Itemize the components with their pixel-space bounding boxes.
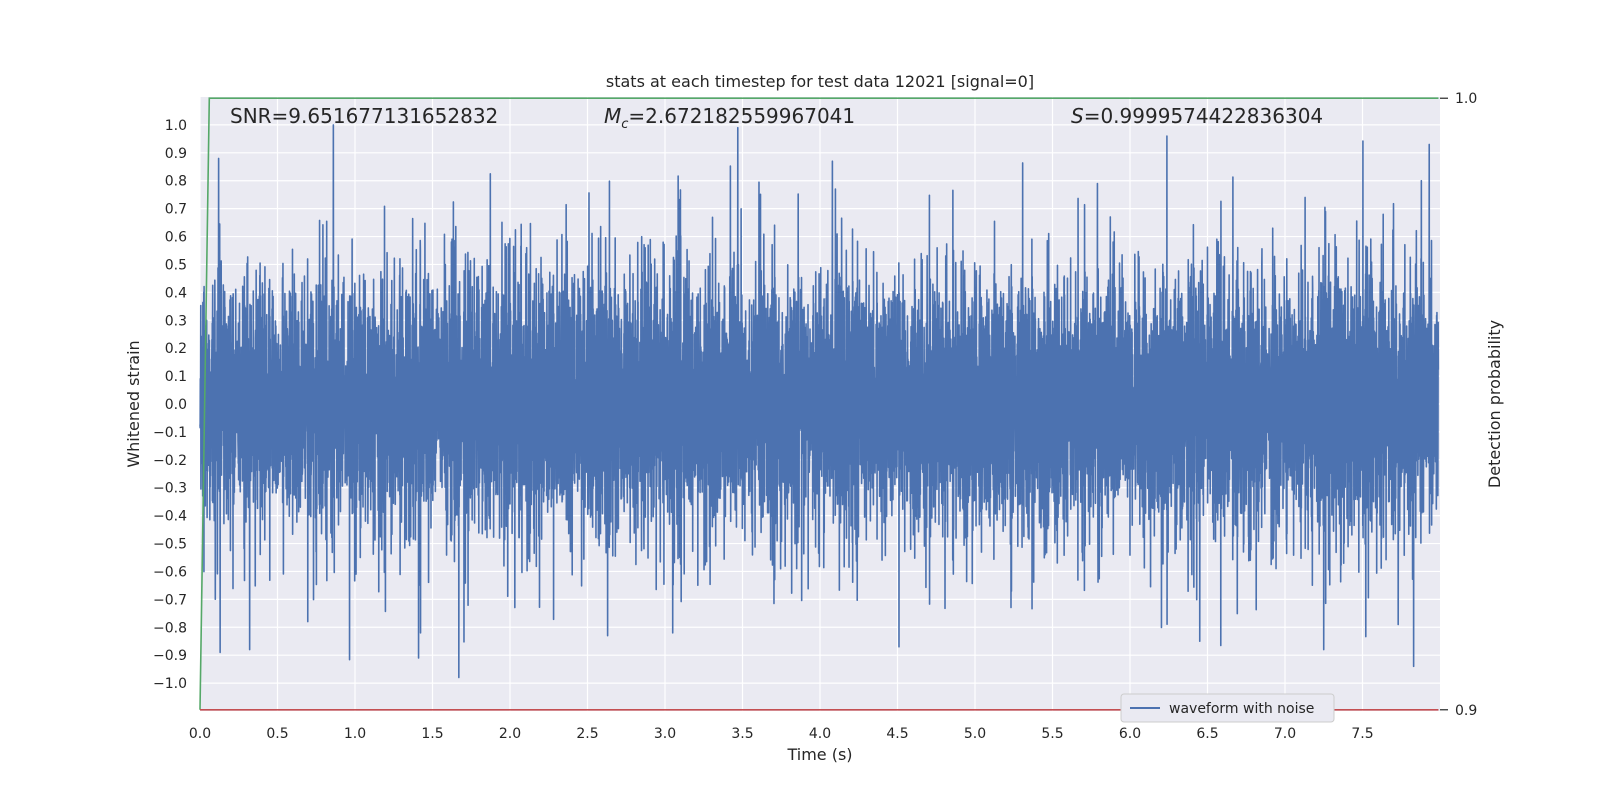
y-tick-label: 1.0 [165,118,187,134]
s-value: =0.9999574422836304 [1084,104,1323,128]
chirp-mass-subscript: c [621,117,628,132]
x-tick-label: 6.0 [1119,726,1141,742]
y-tick-label: −1.0 [153,676,187,692]
legend-box [1120,693,1335,723]
y-tick-label: −0.2 [153,453,187,469]
y-tick-label: 0.4 [165,285,187,301]
y-tick-label: 0.8 [165,174,187,190]
y-tick-label: −0.8 [153,620,187,636]
y-tick-label: 0.5 [165,257,187,273]
y2-tick-label: 0.9 [1455,703,1477,719]
y-tick-label: −0.5 [153,537,187,553]
chirp-mass-symbol: M [604,104,621,128]
x-tick-label: 0.5 [266,726,288,742]
x-tick-label: 6.5 [1196,726,1218,742]
y-tick-label: 0.7 [165,202,187,218]
x-tick-label: 2.5 [576,726,598,742]
y-tick-label: 0.0 [165,397,187,413]
y2-axis-title: Detection probability [1485,320,1504,488]
chart-title: stats at each timestep for test data 120… [606,72,1034,91]
x-tick-label: 1.0 [344,726,366,742]
x-tick-label: 4.5 [886,726,908,742]
y-tick-label: −0.6 [153,564,187,580]
x-tick-label: 7.0 [1274,726,1296,742]
x-tick-label: 5.5 [1041,726,1063,742]
x-axis-title: Time (s) [786,745,852,764]
chirp-mass-annotation: Mc=2.672182559967041 [604,104,855,132]
y-tick-label: 0.3 [165,313,187,329]
x-tick-label: 3.5 [731,726,753,742]
snr-annotation: SNR=9.651677131652832 [230,104,498,128]
x-tick-label: 7.5 [1351,726,1373,742]
x-tick-label: 2.0 [499,726,521,742]
y-axis-ticks: 1.0 0.9 0.8 0.7 0.6 0.5 0.4 0.3 0.2 0.1 0.0 −0.1 −0.… [153,118,187,692]
legend-label-waveform: waveform with noise [1169,701,1314,717]
y-axis-title: Whitened strain [124,340,143,467]
y-tick-label: −0.3 [153,481,187,497]
chirp-mass-value: =2.672182559967041 [628,104,855,128]
y-tick-label: 0.2 [165,341,187,357]
y-tick-label: −0.4 [153,509,187,525]
x-axis-ticks: 0.0 0.5 1.0 1.5 2.0 2.5 3.0 3.5 4.0 4.5 5.0 5.5 6.0 6… [189,726,1374,742]
y2-tick-label: 1.0 [1455,91,1477,107]
s-annotation: S=0.9999574422836304 [1071,104,1323,128]
y-tick-label: 0.1 [165,369,187,385]
legend: waveform with noise [1120,693,1335,723]
y-tick-label: −0.7 [153,592,187,608]
y-tick-label: −0.9 [153,648,187,664]
series-waveform-with-noise [199,124,1440,679]
y-tick-label: −0.1 [153,425,187,441]
s-symbol: S [1071,104,1084,128]
y-tick-label: 0.6 [165,230,187,246]
x-tick-label: 1.5 [421,726,443,742]
x-tick-label: 4.0 [809,726,831,742]
x-tick-label: 0.0 [189,726,211,742]
y2-axis-ticks: 1.0 0.9 [1440,91,1477,719]
x-tick-label: 3.0 [654,726,676,742]
y-tick-label: 0.9 [165,146,187,162]
series-detection-probability [199,97,1439,710]
x-tick-label: 5.0 [964,726,986,742]
